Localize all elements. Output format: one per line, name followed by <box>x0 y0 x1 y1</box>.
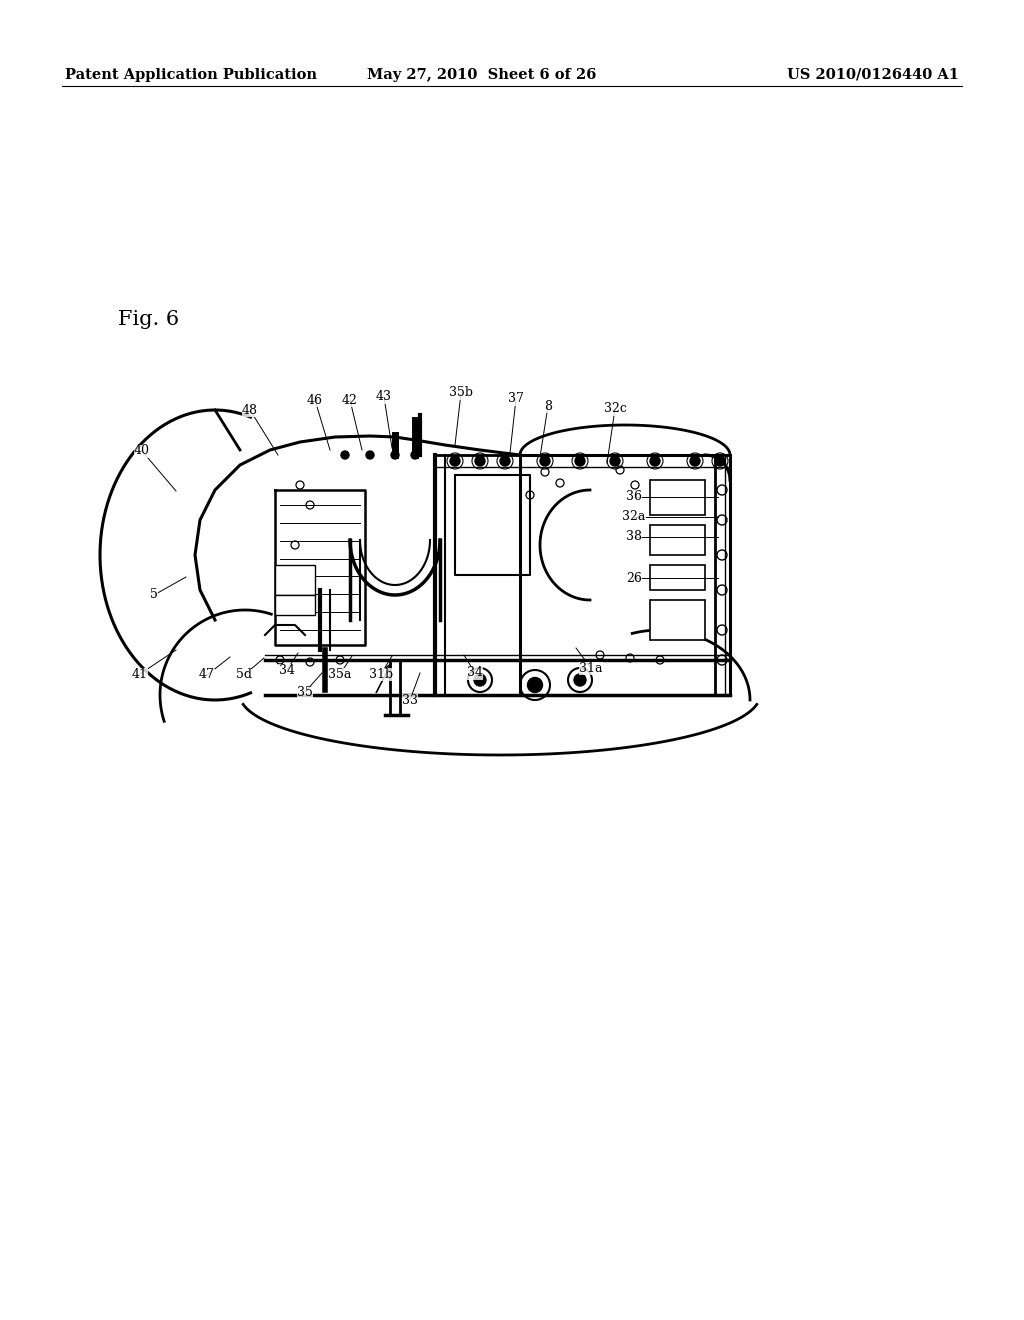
Bar <box>275 565 315 595</box>
Circle shape <box>366 451 374 459</box>
Text: 5: 5 <box>151 589 158 602</box>
Circle shape <box>475 455 485 466</box>
Text: 35b: 35b <box>449 387 473 400</box>
Text: 26: 26 <box>626 572 642 585</box>
Text: 37: 37 <box>508 392 524 405</box>
Circle shape <box>610 455 620 466</box>
Text: 47: 47 <box>199 668 215 681</box>
Text: Patent Application Publication: Patent Application Publication <box>65 69 317 82</box>
Text: 34: 34 <box>467 667 483 680</box>
Text: 32a: 32a <box>623 511 646 524</box>
Text: 32c: 32c <box>603 403 627 416</box>
Text: 42: 42 <box>342 393 358 407</box>
Bar <box>650 601 705 640</box>
Text: 46: 46 <box>307 393 323 407</box>
Text: 5d: 5d <box>236 668 252 681</box>
Circle shape <box>450 455 460 466</box>
Circle shape <box>391 451 399 459</box>
Text: US 2010/0126440 A1: US 2010/0126440 A1 <box>787 69 959 82</box>
Text: 43: 43 <box>376 391 392 404</box>
Text: 31a: 31a <box>580 661 603 675</box>
Text: May 27, 2010  Sheet 6 of 26: May 27, 2010 Sheet 6 of 26 <box>368 69 597 82</box>
Text: 36: 36 <box>626 491 642 503</box>
Circle shape <box>650 455 660 466</box>
Bar <box>650 525 705 554</box>
Text: 38: 38 <box>626 531 642 544</box>
Circle shape <box>527 677 543 693</box>
Circle shape <box>500 455 510 466</box>
Bar <box>650 480 705 515</box>
Circle shape <box>474 675 486 686</box>
Text: 41: 41 <box>132 668 148 681</box>
Circle shape <box>574 675 586 686</box>
Text: 48: 48 <box>242 404 258 417</box>
Text: Fig. 6: Fig. 6 <box>118 310 179 329</box>
Circle shape <box>341 451 349 459</box>
Circle shape <box>575 455 585 466</box>
Text: 8: 8 <box>544 400 552 412</box>
Circle shape <box>690 455 700 466</box>
Circle shape <box>411 451 419 459</box>
Text: 40: 40 <box>134 445 150 458</box>
Text: 35a: 35a <box>329 668 351 681</box>
Circle shape <box>540 455 550 466</box>
Text: 31b: 31b <box>369 668 393 681</box>
Text: 34: 34 <box>279 664 295 676</box>
Bar <box>275 595 315 615</box>
Circle shape <box>715 455 725 466</box>
Bar <box>650 565 705 590</box>
Text: 33: 33 <box>402 693 418 706</box>
Text: 35: 35 <box>297 685 313 698</box>
